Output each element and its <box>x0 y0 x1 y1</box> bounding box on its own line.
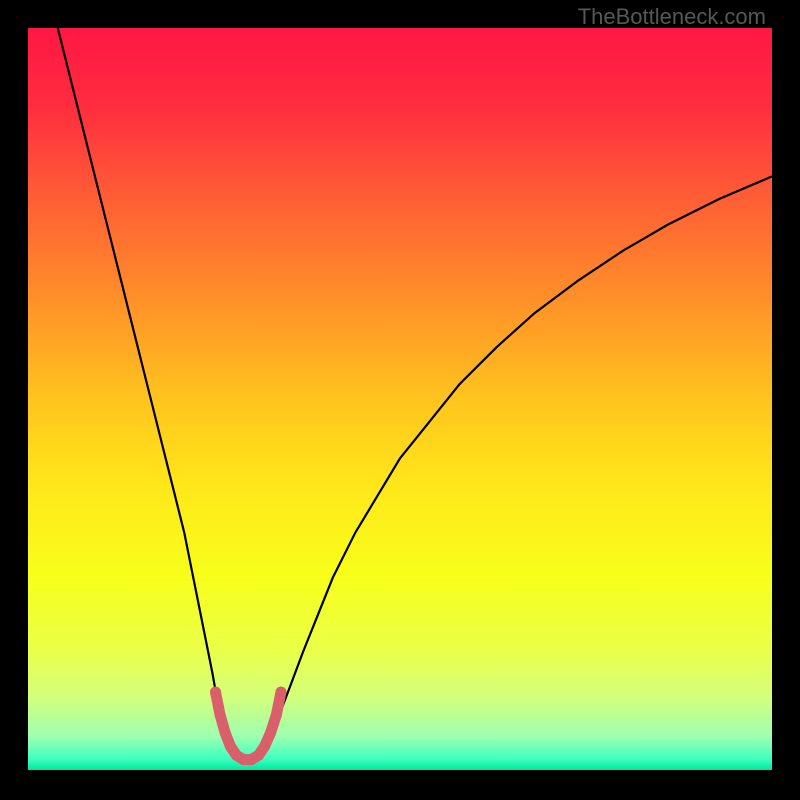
valley-highlight-dot <box>210 687 221 698</box>
chart-container: TheBottleneck.com <box>0 0 800 800</box>
watermark-text: TheBottleneck.com <box>578 4 766 30</box>
valley-highlight-dot <box>271 709 282 720</box>
valley-highlight-dot <box>265 727 276 738</box>
bottleneck-chart-svg <box>0 0 800 800</box>
valley-highlight-dot <box>214 709 225 720</box>
valley-highlight-dot <box>275 687 286 698</box>
plot-background-gradient <box>28 28 772 770</box>
valley-highlight-dot <box>220 727 231 738</box>
valley-highlight-dot <box>259 741 270 752</box>
